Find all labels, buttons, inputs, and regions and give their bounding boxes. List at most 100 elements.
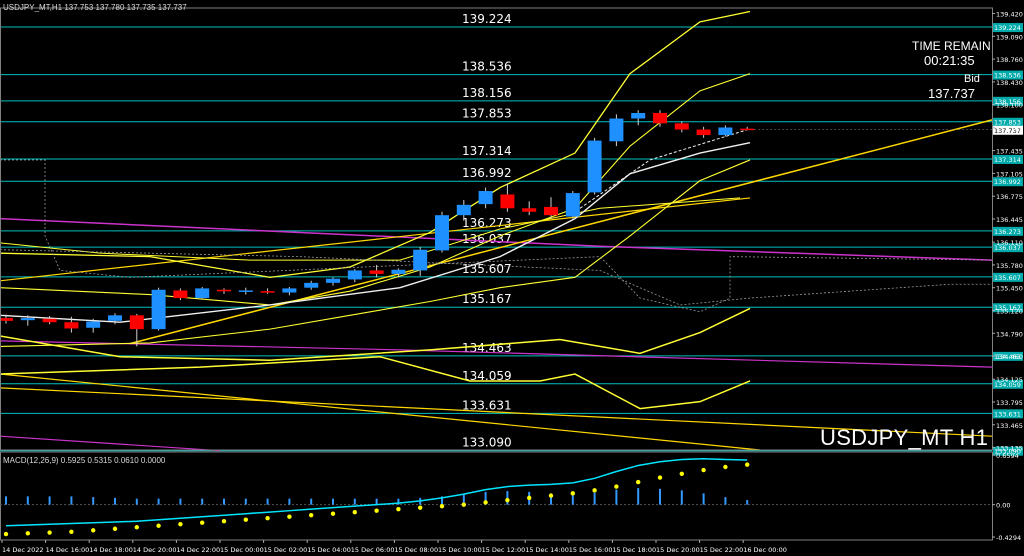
candle-body	[391, 269, 406, 274]
candle-body	[173, 290, 188, 299]
y-tick-label: 134.125	[996, 376, 1023, 384]
y-tick-label: 133.465	[996, 422, 1023, 430]
candle-body	[64, 322, 79, 329]
level-label: 133.090	[462, 436, 512, 450]
level-badge	[993, 154, 1023, 164]
macd-y-tick-label: -0.4294	[996, 534, 1021, 542]
macd-signal-dot	[570, 491, 575, 496]
ma-magenta-upper	[0, 217, 993, 261]
macd-signal-dot	[112, 526, 118, 531]
macd-signal-dot	[745, 462, 750, 467]
macd-signal-dot	[243, 517, 248, 522]
macd-signal-dot	[178, 522, 183, 527]
level-badge	[993, 70, 1023, 80]
macd-signal-dot	[396, 506, 401, 512]
x-tick-label: 15 Dec 20:00	[656, 546, 700, 554]
horizontal-levels: 139.224139.224138.536138.536138.156138.1…	[0, 12, 1023, 456]
y-tick-label: 135.450	[996, 285, 1023, 293]
candle-body	[260, 291, 275, 293]
candle-body	[522, 208, 537, 212]
macd-signal-dot	[636, 479, 641, 485]
candle-body	[129, 315, 144, 330]
candle-body	[282, 288, 297, 293]
y-tick-label: 134.460	[996, 353, 1023, 361]
macd-signal-dot	[418, 505, 423, 510]
macd-signal-dot	[352, 509, 357, 515]
macd-panel: 0.6594 0.00 -0.4294	[0, 452, 1021, 542]
trendline-up-1	[129, 119, 993, 345]
macd-signal-dot	[3, 531, 9, 537]
level-label: 137.853	[462, 107, 512, 121]
macd-signal-dot	[25, 531, 30, 536]
level-badge-text: 138.156	[994, 98, 1021, 106]
candle-body	[20, 318, 35, 321]
candle-body	[653, 112, 667, 124]
candle-body	[347, 270, 362, 280]
candle-body	[195, 288, 210, 299]
level-badge-text: 136.273	[994, 228, 1021, 236]
macd-title: MACD(12,26,9) 0.5925 0.5315 0.0610 0.000…	[3, 456, 166, 465]
envelope-lower-2	[0, 356, 751, 410]
level-badge-text: 134.463	[994, 353, 1021, 361]
macd-signal-dot	[439, 503, 445, 509]
x-tick-label: 14 Dec 22:00	[176, 546, 220, 554]
level-badge	[993, 351, 1023, 361]
bid-label: Bid	[964, 73, 980, 85]
x-tick-label: 15 Dec 12:00	[482, 546, 526, 554]
level-label: 135.167	[462, 292, 512, 306]
level-badge	[993, 117, 1023, 127]
macd-line	[5, 457, 748, 527]
y-tick-label: 136.445	[996, 216, 1023, 224]
candle-body	[151, 289, 166, 330]
x-tick-label: 15 Dec 06:00	[351, 546, 395, 554]
candle-body	[0, 318, 13, 321]
candle-body	[86, 321, 101, 328]
level-label: 139.224	[462, 12, 512, 26]
level-label: 138.156	[462, 86, 512, 100]
macd-y-tick-label: 0.6594	[996, 452, 1019, 460]
level-badge	[993, 177, 1023, 187]
x-tick-label: 14 Dec 20:00	[133, 546, 177, 554]
time-remain-label: TIME REMAIN	[912, 39, 991, 53]
level-badge-text: 136.037	[994, 244, 1021, 252]
level-badge	[993, 303, 1023, 313]
indicator-lines	[0, 10, 993, 452]
candle-body	[565, 193, 580, 217]
level-badge	[993, 23, 1023, 33]
y-tick-label: 134.790	[996, 330, 1023, 338]
level-badge-text: 137.314	[994, 156, 1021, 164]
current-price-badge	[993, 125, 1023, 135]
candle-body	[500, 194, 515, 209]
price-axis: 139.420 139.090 138.760 138.430 138.100 137.7…	[0, 7, 1023, 541]
x-tick-label: 15 Dec 22:00	[700, 546, 744, 554]
trendline-down-2	[0, 387, 993, 437]
trendline-down-1	[0, 373, 761, 451]
x-tick-label: 15 Dec 10:00	[438, 546, 482, 554]
macd-panel-frame	[0, 451, 993, 541]
macd-signal-dot	[614, 484, 619, 489]
level-badge	[993, 226, 1023, 236]
macd-signal-dot	[69, 529, 74, 534]
macd-signal-dot	[679, 471, 684, 476]
y-tick-label: 137.105	[996, 170, 1023, 178]
level-badge-text: 135.607	[994, 274, 1021, 282]
current-price-text: 137.737	[994, 127, 1021, 135]
candle-body	[631, 112, 646, 119]
trendline-up-2	[0, 197, 751, 282]
candle-body	[217, 289, 231, 292]
x-tick-label: 15 Dec 16:00	[569, 546, 613, 554]
candle-body	[42, 318, 57, 323]
level-badge-text: 138.536	[994, 72, 1021, 80]
level-badge-text: 133.631	[994, 410, 1021, 418]
y-tick-label: 135.120	[996, 307, 1023, 315]
y-tick-label: 136.775	[996, 193, 1023, 201]
macd-signal-dot	[592, 488, 597, 493]
x-tick-label: 14 Dec 16:00	[46, 546, 90, 554]
macd-signal-dot	[200, 520, 205, 525]
bollinger-lower	[0, 159, 751, 347]
level-label: 133.631	[462, 398, 512, 412]
candle-body	[435, 215, 449, 251]
x-tick-label: 15 Dec 04:00	[307, 546, 351, 554]
candle-body	[369, 270, 384, 274]
